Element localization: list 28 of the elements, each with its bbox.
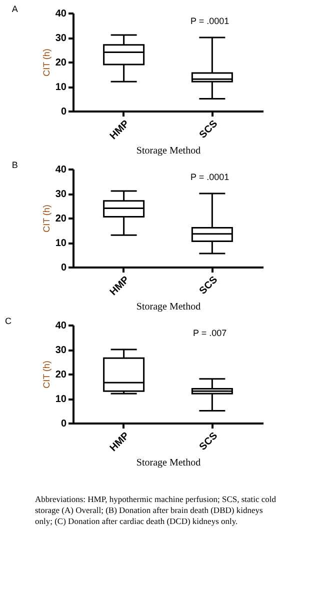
y-tick-label: 0 bbox=[60, 418, 67, 430]
chart-title: A bbox=[12, 4, 18, 14]
y-axis-title: CIT (h) bbox=[41, 360, 52, 388]
y-tick-label: 10 bbox=[55, 394, 67, 405]
y-axis-title: CIT (h) bbox=[41, 204, 52, 232]
x-axis-title: Storage Method bbox=[136, 301, 201, 312]
y-tick-label: 30 bbox=[55, 189, 67, 200]
chart-title: C bbox=[5, 316, 12, 326]
annotation: P = .0001 bbox=[190, 172, 230, 182]
y-tick-label: 10 bbox=[55, 82, 67, 93]
text: Abbreviations: HMP, hypothermic machine perfusion; SCS, static cold storage (A) Overall; (B) Donation after brain death (DBD) kidneys only; (C) Donation after cardiac death (DCD) kidneys only. bbox=[35, 494, 277, 526]
y-tick-label: 40 bbox=[55, 320, 67, 332]
y-tick-label: 0 bbox=[60, 262, 67, 274]
x-axis-title: Storage Method bbox=[136, 145, 201, 156]
y-tick-label: 20 bbox=[55, 370, 67, 380]
y-axis-title: CIT (h) bbox=[41, 48, 52, 76]
y-tick-label: 20 bbox=[55, 214, 67, 224]
y-tick-label: 0 bbox=[60, 106, 67, 118]
y-tick-label: 30 bbox=[55, 345, 67, 356]
y-tick-label: 10 bbox=[55, 238, 67, 249]
annotation: P = .0001 bbox=[190, 16, 230, 26]
x-axis-title: Storage Method bbox=[136, 457, 201, 468]
y-tick-label: 40 bbox=[55, 8, 67, 20]
annotation: P = .007 bbox=[192, 328, 227, 338]
y-tick-label: 20 bbox=[55, 58, 67, 68]
chart-title: B bbox=[12, 160, 18, 170]
y-tick-label: 30 bbox=[55, 33, 67, 44]
y-tick-label: 40 bbox=[55, 164, 67, 176]
